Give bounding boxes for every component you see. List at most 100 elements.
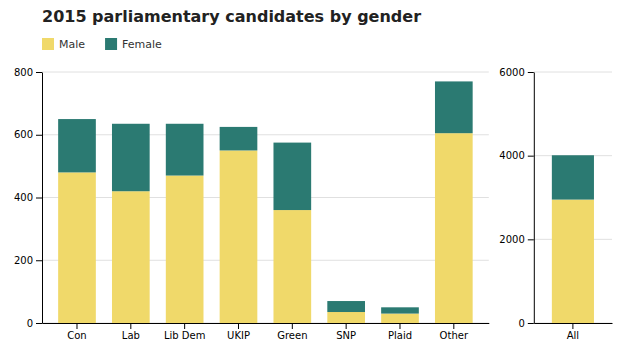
tick: 0 [27, 318, 42, 329]
tick: 600 [14, 129, 42, 140]
legend: Male Female [42, 38, 162, 51]
tick-mark [572, 323, 573, 329]
tick: SNP [336, 323, 356, 341]
bar [381, 314, 419, 323]
tick-label: Plaid [388, 330, 412, 341]
tick-mark [36, 198, 42, 199]
bar [552, 155, 594, 199]
bars [58, 81, 473, 323]
tick-label: 800 [14, 67, 33, 78]
bar [166, 176, 204, 323]
tick: Con [67, 323, 86, 341]
legend-item: Male [42, 38, 85, 51]
tick-label: 0 [27, 318, 33, 329]
chart: 2015 parliamentary candidates by gender M… [0, 0, 624, 351]
tick: 800 [14, 67, 42, 78]
grid-line [42, 134, 489, 135]
bar [58, 172, 96, 323]
tick-mark [184, 323, 185, 329]
bar [273, 210, 311, 323]
tick: 0 [518, 318, 533, 329]
x-axis: Con Lab Lib Dem UKIP Green SNP Plaid Other [43, 323, 490, 341]
tick-mark [130, 323, 131, 329]
bar [166, 124, 204, 176]
tick-mark [399, 323, 400, 329]
bar [327, 301, 365, 312]
tick: Other [440, 323, 469, 341]
title: 2015 parliamentary candidates by gender [42, 7, 421, 26]
tick-mark [36, 135, 42, 136]
axis-line [534, 73, 535, 324]
tick-mark [528, 239, 534, 240]
tick-label: 400 [14, 192, 33, 203]
series [58, 81, 473, 313]
axis-line [42, 73, 43, 324]
tick-mark [76, 323, 77, 329]
y-axis: 0 2000 4000 6000 [499, 67, 534, 329]
bars [552, 155, 594, 323]
bar [435, 81, 473, 133]
tick-mark [528, 72, 534, 73]
tick-label: Green [277, 330, 307, 341]
bar [435, 133, 473, 323]
tick-label: 6000 [499, 67, 524, 78]
legend-item: Female [105, 38, 162, 51]
tick-mark [36, 323, 42, 324]
legend-label: Male [59, 38, 85, 51]
bar [381, 307, 419, 313]
tick-label: 600 [14, 129, 33, 140]
tick: UKIP [227, 323, 250, 341]
grid-line [534, 72, 612, 73]
grid-line [42, 260, 489, 261]
y-axis: 0 200 400 600 800 [14, 67, 43, 329]
tick-label: SNP [336, 330, 356, 341]
tick-mark [346, 323, 347, 329]
tick-mark [36, 260, 42, 261]
bar [552, 200, 594, 323]
tick-mark [528, 156, 534, 157]
tick: 6000 [499, 67, 533, 78]
tick: Lab [122, 323, 140, 341]
grid-line [42, 197, 489, 198]
tick-label: Lab [122, 330, 140, 341]
grid-line [42, 72, 489, 73]
tick: 200 [14, 255, 42, 266]
grid [42, 72, 489, 323]
tick: 4000 [499, 150, 533, 161]
tick-mark [238, 323, 239, 329]
tick-label: All [567, 330, 579, 341]
tick-label: 4000 [499, 150, 524, 161]
bar [273, 143, 311, 210]
series [552, 155, 594, 199]
tick: 2000 [499, 234, 533, 245]
legend-swatch [42, 38, 54, 50]
axis-line [43, 323, 490, 324]
tick-label: 0 [518, 318, 524, 329]
tick-mark [528, 323, 534, 324]
bar [112, 191, 150, 323]
legend-swatch [105, 38, 117, 50]
tick: 400 [14, 192, 42, 203]
tick-label: Other [440, 330, 469, 341]
bar [112, 124, 150, 191]
bar [58, 119, 96, 172]
tick-mark [292, 323, 293, 329]
panel: 0 200 400 600 800 Con Lab Lib Dem UKIP Green SNP Pl… [14, 67, 489, 341]
bar [220, 127, 258, 151]
panel: 0 2000 4000 6000 All [499, 67, 612, 341]
legend-label: Female [122, 38, 162, 51]
grid [534, 72, 612, 323]
tick: Green [277, 323, 307, 341]
tick-label: UKIP [227, 330, 250, 341]
tick: Lib Dem [164, 323, 205, 341]
bar [220, 150, 258, 323]
tick-label: Con [67, 330, 86, 341]
tick-mark [453, 323, 454, 329]
axis-line [534, 323, 612, 324]
tick: All [567, 323, 579, 341]
series [552, 200, 594, 323]
bar [327, 312, 365, 323]
tick: Plaid [388, 323, 412, 341]
tick-label: 200 [14, 255, 33, 266]
x-axis: All [534, 323, 612, 341]
